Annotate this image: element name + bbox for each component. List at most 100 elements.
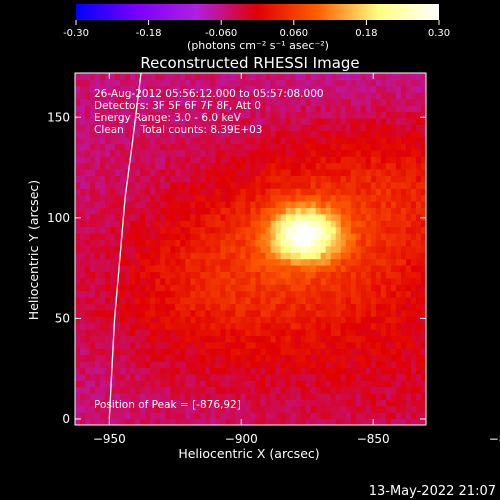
heatmap-cell <box>145 258 151 266</box>
heatmap-cell <box>75 162 81 170</box>
heatmap-cell <box>165 233 171 240</box>
heatmap-cell <box>175 405 181 413</box>
heatmap-cell <box>235 335 242 343</box>
heatmap-cell <box>305 386 312 394</box>
heatmap-cell <box>280 105 287 112</box>
heatmap-cell <box>275 277 282 285</box>
heatmap-cell <box>260 335 267 343</box>
heatmap-cell <box>375 169 382 176</box>
heatmap-cell <box>220 418 227 425</box>
heatmap-cell <box>85 156 91 164</box>
heatmap-cell <box>400 297 407 304</box>
heatmap-cell <box>255 111 262 119</box>
heatmap-cell <box>310 329 317 336</box>
heatmap-cell <box>280 162 287 170</box>
heatmap-cell <box>95 130 101 138</box>
heatmap-cell <box>135 220 141 228</box>
heatmap-cell <box>395 130 402 138</box>
heatmap-cell <box>340 290 347 298</box>
heatmap-cell <box>320 239 327 247</box>
heatmap-cell <box>370 226 377 234</box>
heatmap-cell <box>380 290 387 298</box>
heatmap-cell <box>155 233 161 240</box>
heatmap-cell <box>135 169 141 176</box>
heatmap-cell <box>95 348 101 356</box>
heatmap-cell <box>250 252 257 260</box>
heatmap-cell <box>80 213 86 221</box>
heatmap-cell <box>350 105 357 112</box>
heatmap-cell <box>200 399 206 407</box>
heatmap-cell <box>165 373 171 381</box>
heatmap-cell <box>370 79 377 87</box>
heatmap-cell <box>300 105 307 112</box>
heatmap-cell <box>380 137 387 144</box>
heatmap-cell <box>230 412 237 420</box>
heatmap-cell <box>160 130 166 138</box>
heatmap-cell <box>335 341 342 349</box>
heatmap-cell <box>420 303 426 311</box>
heatmap-cell <box>195 348 201 356</box>
heatmap-cell <box>100 73 106 80</box>
heatmap-cell <box>375 85 382 93</box>
heatmap-cell <box>300 341 307 349</box>
heatmap-cell <box>370 175 377 183</box>
heatmap-cell <box>345 79 352 87</box>
heatmap-cell <box>215 124 222 132</box>
heatmap-cell <box>345 329 352 336</box>
heatmap-cell <box>260 309 267 317</box>
heatmap-cell <box>350 373 357 381</box>
heatmap-cell <box>185 380 191 388</box>
heatmap-cell <box>140 226 146 234</box>
heatmap-cell <box>135 143 141 151</box>
heatmap-cell <box>95 284 101 292</box>
heatmap-cell <box>135 130 141 138</box>
heatmap-cell <box>260 405 267 413</box>
heatmap-cell <box>260 322 267 330</box>
heatmap-cell <box>340 367 347 375</box>
heatmap-cell <box>140 137 146 144</box>
heatmap-cell <box>100 290 106 298</box>
heatmap-cell <box>370 290 377 298</box>
heatmap-cell <box>200 405 206 413</box>
heatmap-cell <box>350 175 357 183</box>
heatmap-cell <box>235 303 242 311</box>
heatmap-cell <box>225 322 232 330</box>
heatmap-cell <box>265 105 272 112</box>
heatmap-cell <box>320 79 327 87</box>
heatmap-cell <box>215 233 222 240</box>
heatmap-cell <box>340 335 347 343</box>
heatmap-cell <box>160 386 166 394</box>
heatmap-cell <box>270 175 277 183</box>
heatmap-cell <box>120 201 126 208</box>
heatmap-cell <box>85 92 91 100</box>
heatmap-cell <box>315 79 322 87</box>
heatmap-cell <box>210 252 216 260</box>
heatmap-cell <box>405 348 412 356</box>
heatmap-cell <box>120 156 126 164</box>
heatmap-cell <box>325 322 332 330</box>
heatmap-cell <box>195 213 201 221</box>
heatmap-cell <box>195 79 201 87</box>
heatmap-cell <box>235 162 242 170</box>
heatmap-cell <box>355 169 362 176</box>
heatmap-cell <box>385 111 392 119</box>
heatmap-cell <box>180 316 186 324</box>
heatmap-cell <box>190 290 196 298</box>
heatmap-cell <box>110 79 116 87</box>
heatmap-cell <box>290 175 297 183</box>
heatmap-cell <box>105 399 111 407</box>
heatmap-cell <box>340 137 347 144</box>
heatmap-cell <box>120 284 126 292</box>
heatmap-cell <box>320 181 327 189</box>
heatmap-cell <box>215 271 222 279</box>
heatmap-cell <box>225 284 232 292</box>
heatmap-cell <box>115 169 121 176</box>
heatmap-cell <box>395 277 402 285</box>
heatmap-cell <box>180 181 186 189</box>
heatmap-cell <box>220 137 227 144</box>
heatmap-cell <box>210 418 216 425</box>
heatmap-cell <box>305 412 312 420</box>
heatmap-cell <box>180 162 186 170</box>
heatmap-cell <box>210 233 216 240</box>
heatmap-cell <box>410 92 417 100</box>
